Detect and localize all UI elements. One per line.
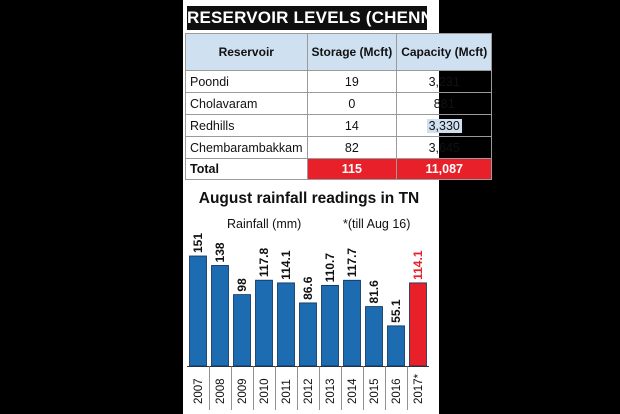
bar-2013 — [321, 284, 339, 367]
value-label: 86.6 — [301, 276, 315, 300]
value-label: 151 — [191, 233, 205, 253]
chart-title: August rainfall readings in TN — [198, 190, 420, 207]
reservoir-name: Poondi — [185, 70, 308, 93]
value-label: 138 — [213, 242, 227, 262]
x-tick-label: 2011 — [281, 379, 293, 404]
storage-value: 82 — [306, 136, 398, 159]
table-header-row: Reservoir Storage (Mcft) Capacity (Mcft) — [185, 33, 493, 71]
header-reservoir: Reservoir — [185, 33, 308, 71]
x-tick-label: 2009 — [237, 378, 249, 404]
storage-value: 19 — [306, 70, 398, 93]
x-tick-label: 2017* — [413, 373, 425, 404]
value-label: 114.1 — [411, 250, 425, 280]
bar-2011 — [277, 282, 295, 367]
bar-2010 — [255, 279, 273, 367]
bar-2014 — [343, 279, 361, 367]
total-row: Total 115 11,087 — [185, 158, 493, 180]
capacity-value: 3,330 — [396, 114, 493, 137]
bar-2016 — [387, 325, 405, 367]
y-axis-label: Rainfall (mm) — [227, 217, 302, 231]
x-tick-label: 2010 — [259, 378, 271, 404]
value-label: 117.7 — [345, 248, 359, 278]
table-row: Cholavaram 0 881 — [185, 92, 493, 115]
value-label: 114.1 — [279, 250, 293, 280]
capacity-value: 3,231 — [396, 70, 493, 93]
reservoir-name: Cholavaram — [185, 92, 308, 115]
total-capacity: 11,087 — [396, 158, 493, 180]
reservoir-name: Redhills — [185, 114, 308, 137]
x-tick-label: 2015 — [369, 378, 381, 404]
chart-note: *(till Aug 16) — [343, 217, 411, 231]
total-storage: 115 — [306, 158, 398, 180]
value-label: 98 — [235, 278, 249, 292]
header-storage: Storage (Mcft) — [306, 33, 398, 71]
table-title: RESERVOIR LEVELS (CHENNAI) — [187, 6, 427, 30]
value-label: 55.1 — [389, 299, 403, 323]
infographic-panel: RESERVOIR LEVELS (CHENNAI) Reservoir Sto… — [183, 0, 493, 414]
value-label: 117.8 — [257, 247, 271, 277]
table-row: Poondi 19 3,231 — [185, 70, 493, 93]
reservoir-name: Chembarambakkam — [185, 136, 308, 159]
x-tick-label: 2014 — [347, 378, 359, 404]
capacity-value: 3,645 — [396, 136, 493, 159]
table-row: Chembarambakkam 82 3,645 — [185, 136, 493, 159]
value-label: 81.6 — [367, 280, 381, 304]
table-row: Redhills 14 3,330 — [185, 114, 493, 137]
capacity-value: 881 — [396, 92, 493, 115]
x-tick-label: 2013 — [325, 378, 337, 404]
bar-2012 — [299, 302, 317, 367]
header-capacity: Capacity (Mcft) — [396, 33, 493, 71]
bar-2008 — [211, 265, 229, 367]
x-tick-label: 2007 — [193, 378, 205, 404]
total-label: Total — [185, 158, 308, 180]
bar-2007 — [189, 255, 207, 367]
reservoir-table: Reservoir Storage (Mcft) Capacity (Mcft)… — [185, 33, 493, 180]
storage-value: 14 — [306, 114, 398, 137]
storage-value: 0 — [306, 92, 398, 115]
capacity-highlight: 3,330 — [426, 118, 462, 133]
x-tick-label: 2012 — [303, 378, 315, 404]
bar-2015 — [365, 306, 383, 367]
x-tick-label: 2008 — [215, 378, 227, 404]
rainfall-bar-chart: 151 2007 138 2008 98 2009 117.8 2010 114.1 2011 86… — [187, 233, 429, 410]
bar-2009 — [233, 294, 251, 367]
value-label: 110.7 — [323, 253, 337, 283]
x-tick-label: 2016 — [391, 378, 403, 404]
bar-2017 — [409, 282, 427, 367]
